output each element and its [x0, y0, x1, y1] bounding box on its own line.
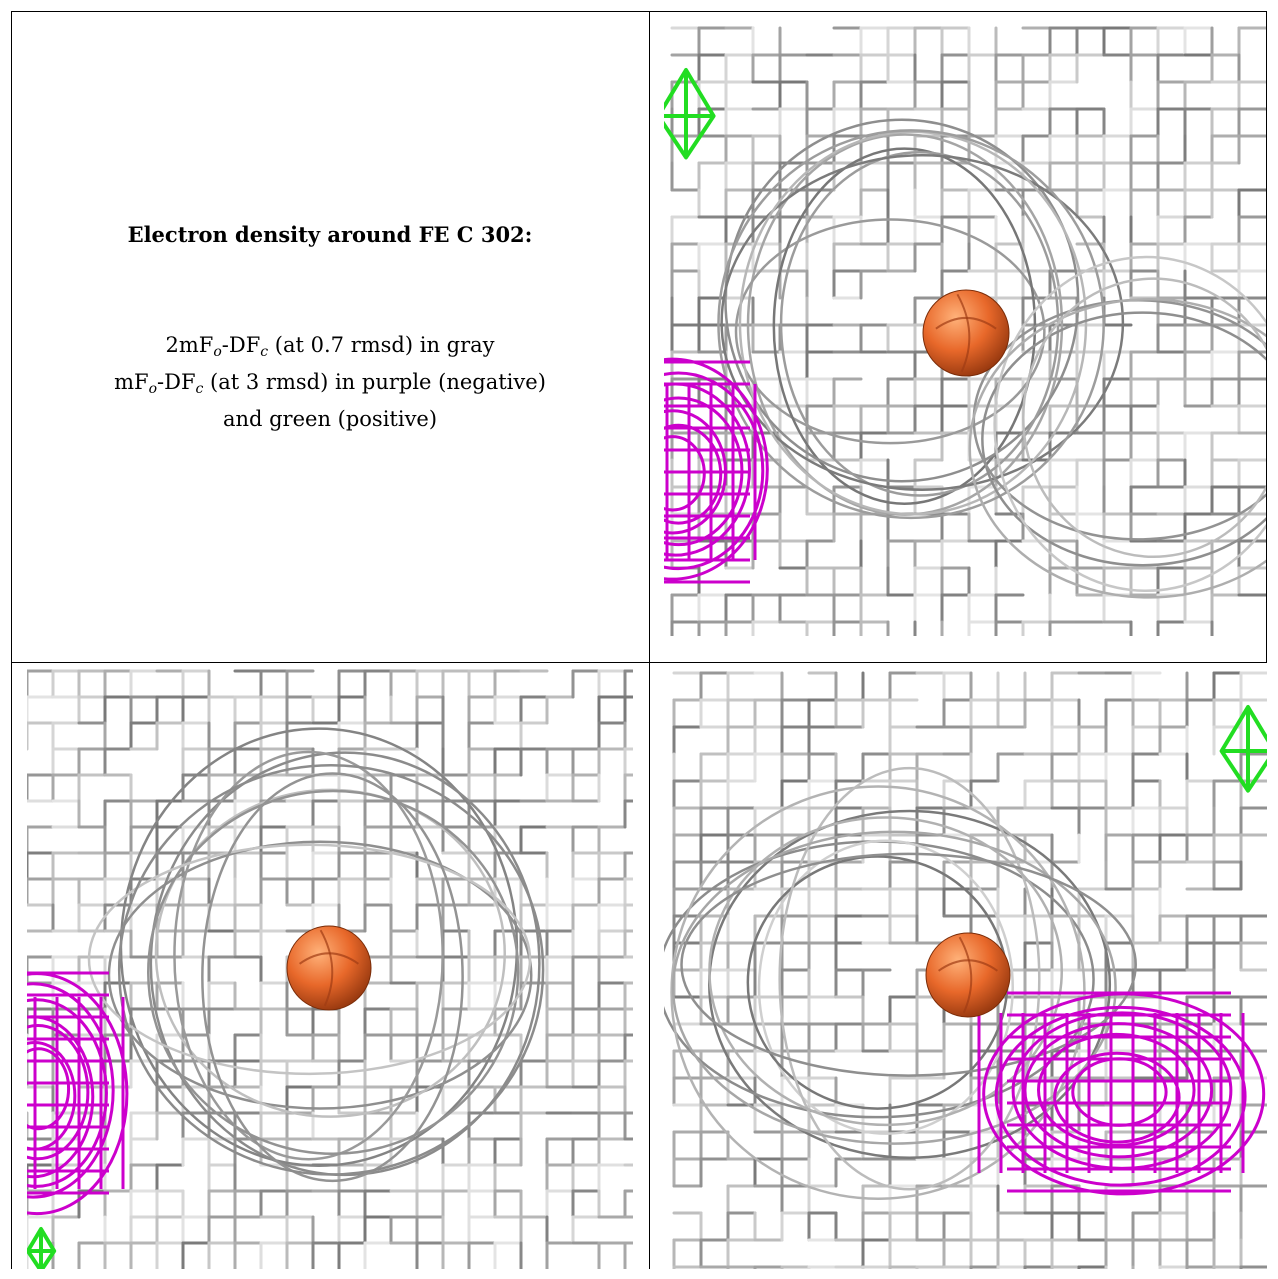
density-contour [201, 772, 464, 1183]
legend-line-2fofc: 2mFo-DFc (at 0.7 rmsd) in gray [165, 333, 495, 360]
density-contour [720, 153, 1125, 491]
density-mesh-bottom-left [27, 669, 633, 1269]
iron-atom-sphere [286, 925, 372, 1011]
gray-density-contours [968, 255, 1266, 599]
positive-contour [664, 68, 716, 160]
positive-density-mesh [27, 1227, 57, 1269]
density-contour [671, 830, 1117, 1145]
density-contour [981, 311, 1266, 567]
negative-density-mesh [664, 357, 769, 584]
atom-mesh-line [319, 929, 334, 1007]
table-border-right [1266, 11, 1267, 663]
negative-contour [664, 423, 723, 525]
density-view-bottom-left [27, 663, 633, 1269]
caption-cell: Electron density around FE C 302: 2mFo-D… [12, 12, 648, 662]
density-contour [778, 766, 1041, 1191]
iron-atom-sphere [922, 289, 1010, 377]
negative-contour [1071, 1057, 1168, 1127]
density-contour [87, 843, 532, 1076]
table-border-left [11, 11, 12, 1269]
density-contour [738, 130, 1088, 516]
table-border-top [11, 11, 1267, 12]
density-contour [680, 852, 1137, 1077]
density-contour [724, 118, 1080, 483]
atom-mesh-line [958, 936, 973, 1014]
density-contour [717, 129, 1105, 520]
density-contour [117, 763, 545, 1176]
gray-density-contours [664, 766, 1137, 1200]
table-border-middle [11, 662, 1267, 663]
density-mesh-top-right [664, 26, 1266, 636]
density-view-top-right [664, 12, 1266, 636]
density-contour [1022, 277, 1266, 558]
negative-contour [1053, 1051, 1181, 1144]
negative-contour [664, 357, 769, 581]
legend-line-fofc: mFo-DFc (at 3 rmsd) in purple (negative) [114, 370, 546, 397]
table-border-middle [649, 11, 650, 1269]
density-contour [147, 789, 520, 1156]
density-contour [173, 750, 444, 1161]
positive-density-mesh [1219, 705, 1267, 793]
negative-contour [1023, 1022, 1214, 1159]
negative-contour [994, 1005, 1247, 1187]
legend-line-colors: and green (positive) [222, 407, 438, 431]
map-legend: 2mFo-DFc (at 0.7 rmsd) in gray mFo-DFc (… [12, 330, 648, 434]
negative-density-mesh [27, 971, 129, 1216]
positive-contour [1219, 705, 1267, 793]
negative-contour [27, 982, 115, 1199]
density-view-bottom-right [664, 663, 1267, 1269]
negative-contour [664, 371, 765, 571]
gray-density-grid [27, 669, 633, 1269]
density-contour [708, 816, 1064, 1127]
density-contour [993, 255, 1266, 592]
gray-density-contours [87, 727, 545, 1183]
density-contour [107, 840, 533, 1110]
density-mesh-bottom-right [664, 671, 1267, 1269]
iron-atom-sphere [925, 932, 1011, 1018]
gray-density-grid [670, 26, 1266, 636]
figure-title: Electron density around FE C 302: [127, 222, 533, 247]
positive-contour [27, 1227, 57, 1269]
density-contour [757, 839, 1014, 1135]
positive-density-mesh [664, 68, 716, 160]
negative-contour [27, 1023, 90, 1161]
atom-mesh-line [956, 293, 971, 373]
density-contour [968, 298, 1266, 599]
density-contour [734, 218, 1046, 445]
negative-contour [27, 1047, 71, 1131]
negative-density-mesh [977, 991, 1266, 1196]
